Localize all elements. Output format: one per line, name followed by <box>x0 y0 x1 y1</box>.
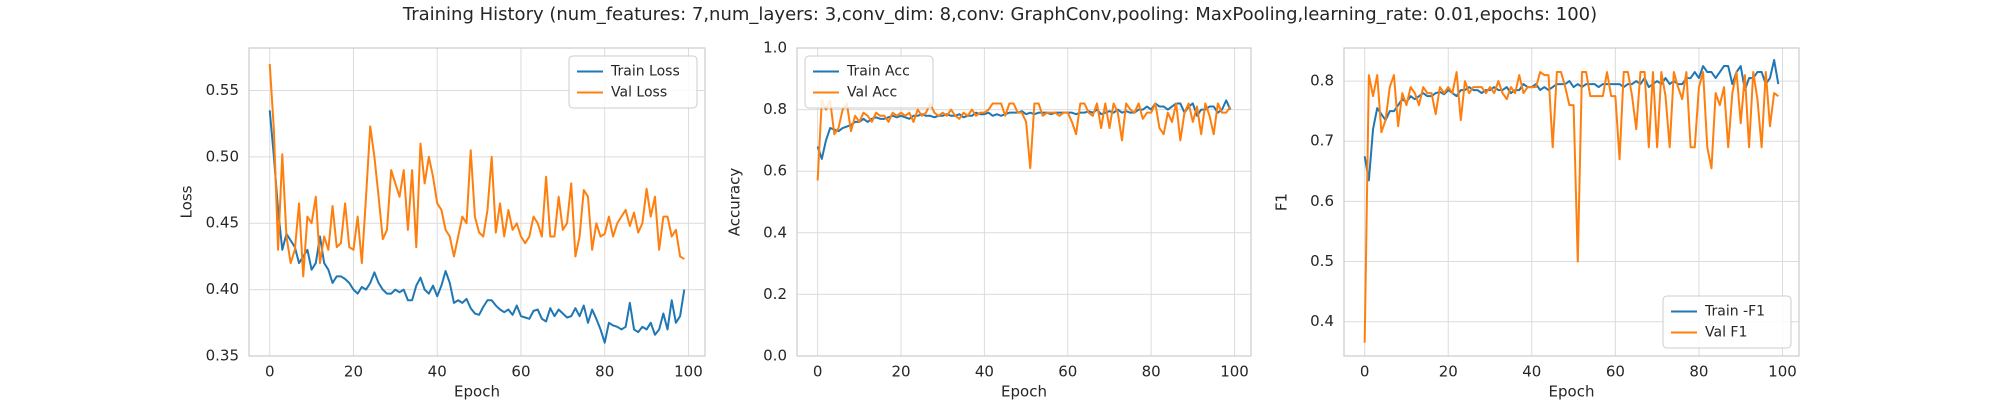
x-tick-label: 0 <box>265 363 275 381</box>
y-tick-label: 0.8 <box>763 100 787 118</box>
y-tick-label: 0.4 <box>763 223 787 241</box>
series-line <box>1363 59 1780 182</box>
x-tick-label: 0 <box>813 363 823 381</box>
legend-box <box>568 55 698 109</box>
axes-frame <box>248 47 706 357</box>
y-tick-label: 1.0 <box>763 39 787 57</box>
x-axis-label: Epoch <box>1549 383 1595 400</box>
legend: Train Loss Val Loss <box>568 55 698 109</box>
legend-label: Val F1 <box>1705 325 1747 341</box>
legend-label: Train -F1 <box>1704 304 1765 320</box>
x-tick-label: 100 <box>674 363 703 381</box>
series-line <box>268 63 685 278</box>
y-tick-label: 0.50 <box>206 147 239 165</box>
x-tick-label: 80 <box>595 363 614 381</box>
x-tick-label: 40 <box>428 363 447 381</box>
legend-box <box>1662 295 1792 349</box>
x-tick-label: 40 <box>975 363 994 381</box>
x-tick-label: 80 <box>1689 363 1708 381</box>
axes: 0.4 0.5 0.6 0.7 0.8 0 20 40 60 80 100 Epoch F1 Train … <box>1273 47 1800 400</box>
x-tick-label: 60 <box>1058 363 1077 381</box>
y-axis-label: Loss <box>178 185 196 218</box>
axes-frame <box>1343 47 1800 357</box>
legend-label: Train Loss <box>610 64 680 80</box>
legend: Train Acc Val Acc <box>804 55 934 109</box>
y-tick-label: 0.6 <box>1310 192 1334 210</box>
x-tick-label: 80 <box>1142 363 1161 381</box>
y-tick-label: 0.0 <box>763 347 787 365</box>
legend: Train -F1 Val F1 <box>1662 295 1792 349</box>
x-tick-label: 100 <box>1768 363 1797 381</box>
y-tick-label: 0.45 <box>206 214 239 232</box>
series-line <box>816 99 1232 181</box>
y-tick-label: 0.55 <box>206 81 239 99</box>
y-tick-label: 0.35 <box>206 347 239 365</box>
y-axis-label: F1 <box>1273 193 1291 211</box>
y-tick-label: 0.2 <box>763 285 787 303</box>
series-line <box>268 110 686 344</box>
series-line <box>1363 71 1779 343</box>
x-tick-label: 60 <box>511 363 530 381</box>
x-tick-label: 0 <box>1360 363 1370 381</box>
x-tick-label: 40 <box>1522 363 1541 381</box>
legend-label: Train Acc <box>846 64 910 80</box>
x-tick-label: 20 <box>344 363 363 381</box>
x-tick-label: 20 <box>891 363 910 381</box>
figure-title: Training History (num_features: 7,num_la… <box>402 4 1597 25</box>
legend-label: Val Loss <box>611 85 667 101</box>
y-tick-label: 0.40 <box>206 280 239 298</box>
x-tick-label: 60 <box>1606 363 1625 381</box>
y-tick-label: 0.7 <box>1310 132 1334 150</box>
y-tick-label: 0.5 <box>1310 252 1334 270</box>
x-axis-label: Epoch <box>454 383 500 400</box>
x-axis-label: Epoch <box>1001 383 1047 400</box>
legend-label: Val Acc <box>847 85 897 101</box>
legend-box <box>804 55 934 109</box>
axes-frame <box>796 47 1252 357</box>
y-tick-label: 0.8 <box>1310 72 1334 90</box>
x-tick-label: 20 <box>1439 363 1458 381</box>
y-tick-label: 0.6 <box>763 162 787 180</box>
y-axis-label: Accuracy <box>726 168 744 237</box>
y-tick-label: 0.4 <box>1310 312 1334 330</box>
axes: 0.35 0.40 0.45 0.50 0.55 0 20 40 60 80 100 Epoch Los… <box>178 47 706 400</box>
x-tick-label: 100 <box>1220 363 1249 381</box>
axes: 0.0 0.2 0.4 0.6 0.8 1.0 0 20 40 60 80 100 Epoch Accur… <box>726 39 1252 400</box>
